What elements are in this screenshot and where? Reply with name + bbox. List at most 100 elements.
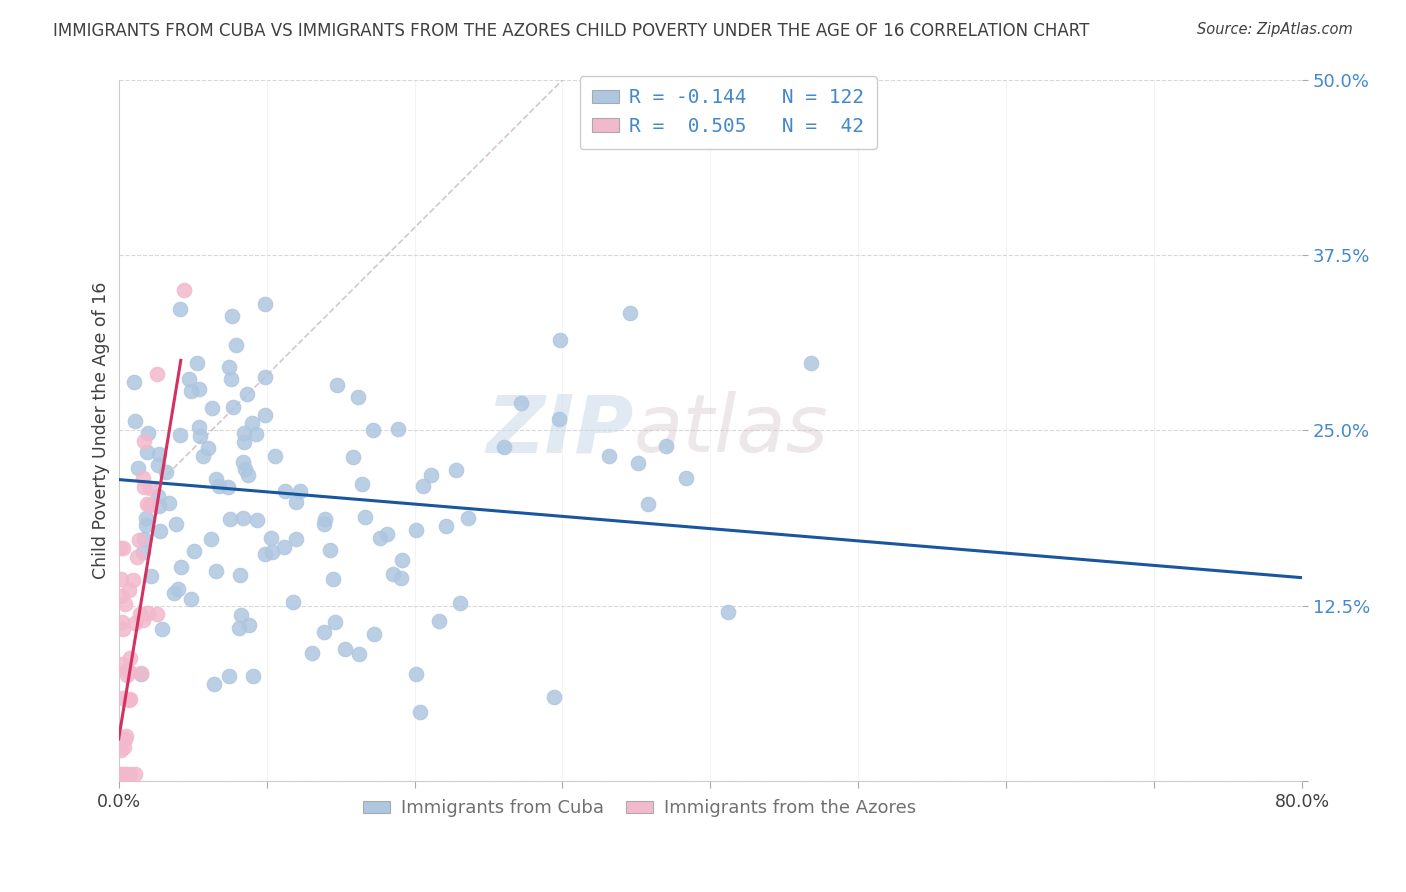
Point (246, 513, 269, 527)
Point (405, 667, 427, 681)
Point (128, 533, 150, 548)
Point (434, 519, 457, 533)
Point (238, 618, 260, 632)
Point (115, 663, 138, 677)
Point (146, 367, 169, 381)
Point (157, 496, 180, 510)
Point (281, 595, 304, 609)
Point (218, 669, 240, 683)
Point (173, 283, 195, 297)
Point (219, 512, 242, 526)
Point (427, 614, 450, 628)
Point (132, 471, 155, 485)
Point (457, 510, 479, 524)
Point (136, 425, 159, 440)
Point (169, 301, 191, 316)
Point (232, 426, 254, 441)
Point (254, 297, 277, 311)
Point (148, 489, 170, 503)
Point (167, 582, 190, 597)
Point (350, 476, 373, 491)
Point (314, 511, 336, 525)
Point (186, 356, 208, 370)
Point (363, 423, 385, 437)
Point (148, 447, 170, 461)
Point (145, 607, 167, 621)
Point (118, 767, 141, 781)
Point (183, 544, 205, 558)
Point (260, 532, 283, 546)
Point (543, 690, 565, 704)
Point (389, 571, 412, 585)
Point (288, 483, 311, 498)
Point (253, 369, 276, 384)
Point (129, 666, 152, 681)
Point (492, 440, 515, 454)
Point (229, 568, 252, 582)
Point (132, 613, 155, 627)
Point (717, 605, 740, 619)
Point (122, 375, 145, 389)
Point (149, 524, 172, 539)
Point (242, 668, 264, 682)
Point (146, 458, 169, 472)
Point (229, 608, 252, 623)
Point (188, 382, 211, 396)
Point (120, 692, 142, 706)
Point (132, 545, 155, 559)
Point (132, 480, 155, 494)
Point (219, 371, 242, 385)
Point (110, 589, 132, 603)
Point (217, 480, 239, 494)
Point (127, 461, 149, 475)
Y-axis label: Child Poverty Under the Age of 16: Child Poverty Under the Age of 16 (93, 282, 110, 579)
Text: IMMIGRANTS FROM CUBA VS IMMIGRANTS FROM THE AZORES CHILD POVERTY UNDER THE AGE O: IMMIGRANTS FROM CUBA VS IMMIGRANTS FROM … (53, 22, 1090, 40)
Point (273, 540, 295, 554)
Point (232, 511, 254, 525)
Point (408, 705, 430, 719)
Point (124, 616, 146, 631)
Point (218, 359, 240, 374)
Point (675, 471, 697, 485)
Point (118, 693, 141, 707)
Point (112, 740, 135, 755)
Point (190, 429, 212, 443)
Point (301, 646, 323, 660)
Point (112, 622, 135, 636)
Point (353, 510, 375, 524)
Point (654, 439, 676, 453)
Point (322, 572, 344, 586)
Point (124, 414, 146, 428)
Point (548, 411, 571, 425)
Point (110, 742, 132, 756)
Point (333, 642, 356, 657)
Point (228, 621, 250, 635)
Point (180, 591, 202, 606)
Point (221, 309, 243, 323)
Point (382, 566, 405, 581)
Point (235, 462, 257, 476)
Point (204, 564, 226, 578)
Point (110, 572, 132, 586)
Point (245, 426, 267, 441)
Point (285, 495, 308, 509)
Point (177, 372, 200, 386)
Point (405, 523, 427, 537)
Point (135, 511, 157, 525)
Point (169, 428, 191, 442)
Point (363, 627, 385, 641)
Point (619, 306, 641, 320)
Point (627, 456, 650, 470)
Legend: Immigrants from Cuba, Immigrants from the Azores: Immigrants from Cuba, Immigrants from th… (356, 792, 922, 824)
Point (274, 483, 297, 498)
Point (319, 542, 342, 557)
Point (323, 615, 346, 629)
Point (201, 401, 224, 415)
Point (115, 767, 138, 781)
Point (221, 400, 243, 414)
Point (207, 478, 229, 492)
Point (135, 444, 157, 458)
Point (139, 498, 162, 512)
Point (132, 533, 155, 547)
Point (180, 384, 202, 398)
